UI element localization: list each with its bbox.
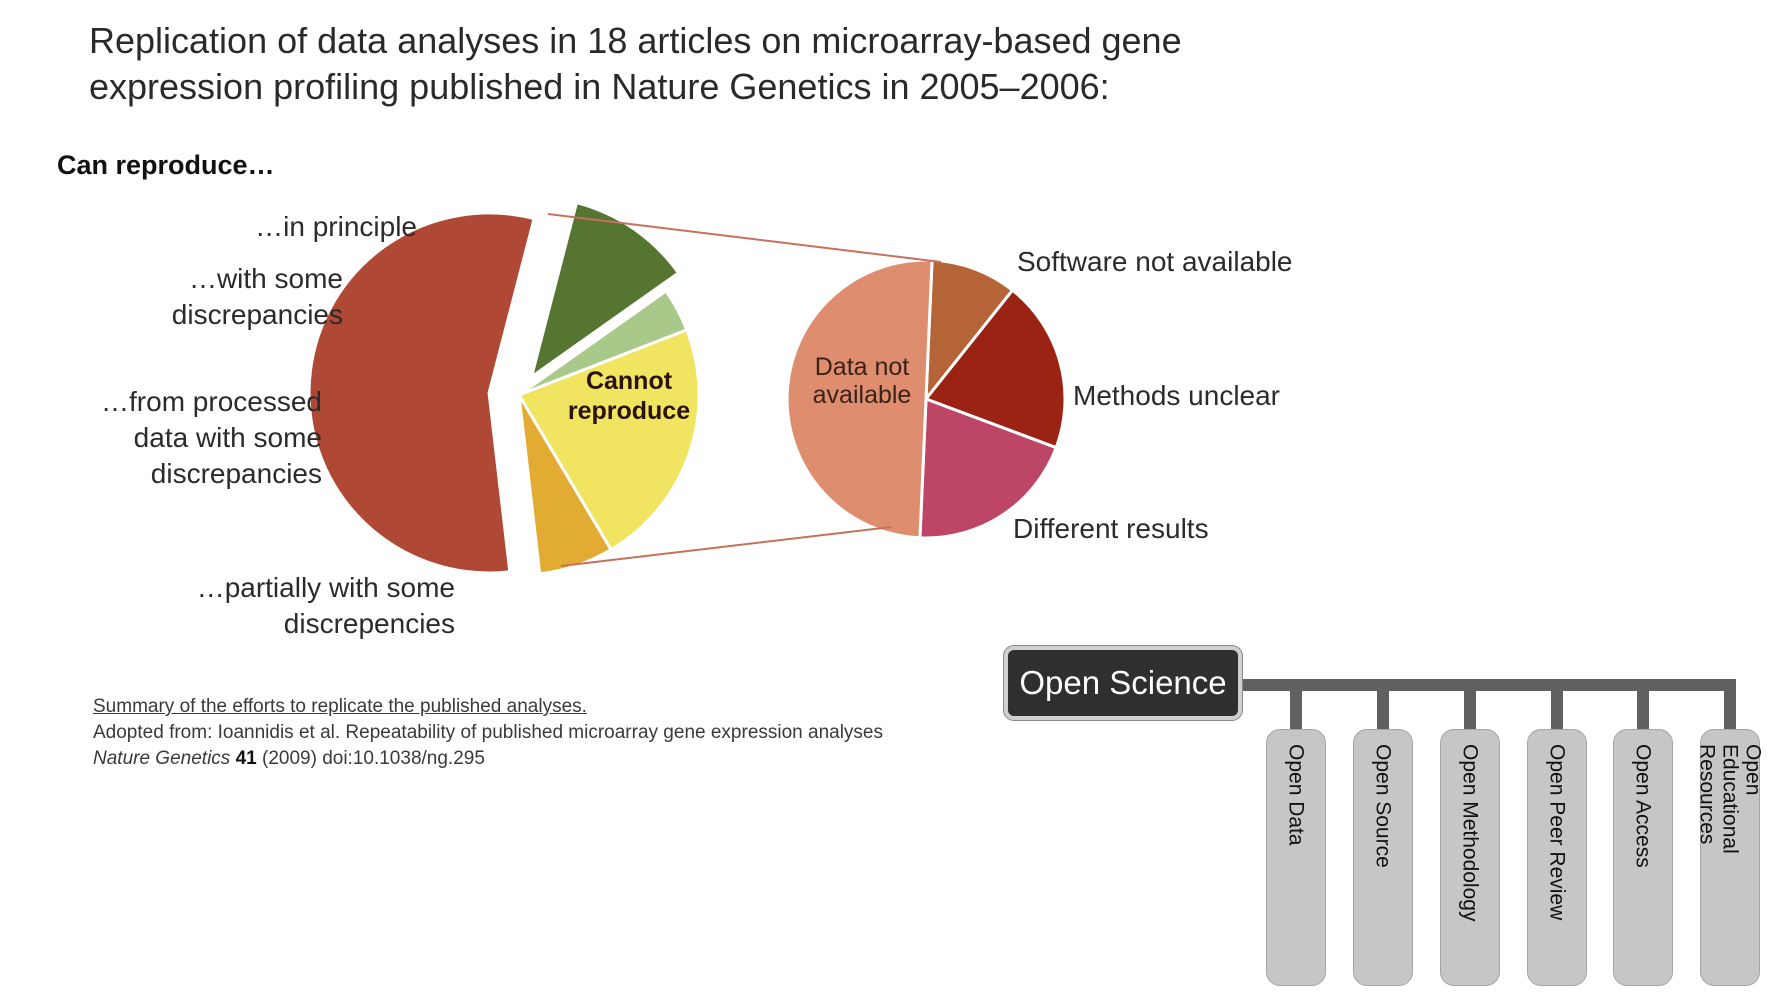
label-processed-2: data with some [134,422,322,453]
label-processed-1: …from processed [101,386,322,417]
branch-connector [1637,679,1649,735]
slide-title: Replication of data analyses in 18 artic… [89,18,1182,110]
connector-line-bottom [560,526,892,567]
branch-open-methodology: Open Methodology [1440,729,1500,986]
pie-slice-in-principle [529,200,681,381]
breakdown-pie [785,258,1067,540]
open-science-root: Open Science [1004,646,1242,720]
branch-open-access: Open Access [1613,729,1673,986]
reference-adopted: Adopted from: Ioannidis et al. Repeatabi… [93,722,884,743]
label-in-principle: …in principle [255,211,417,242]
branch-label: Open Data [1284,744,1308,846]
branch-connector [1377,679,1389,735]
label-data-not-available-1: Data not [815,353,910,381]
reference-citation: Nature Genetics 41 (2009) doi:10.1038/ng… [93,746,883,772]
pie-slice-cannot-reproduce [307,211,536,575]
pie-slice-different-results [918,396,1059,540]
branch-open-source: Open Source [1353,729,1413,986]
open-science-label: Open Science [1019,664,1227,701]
branch-open-educational-resources: Open Educational Resources [1696,729,1765,986]
branch-connector [1464,679,1476,735]
branch-connector [1724,679,1736,735]
label-with-some-2: discrepancies [172,299,343,330]
connector-line-top [547,213,942,263]
title-line-1: Replication of data analyses in 18 artic… [89,20,1182,61]
branch-label: Open Access [1631,744,1655,868]
label-processed-3: discrepancies [151,458,322,489]
title-line-2: expression profiling published in Nature… [89,66,1110,107]
pie-slice-methods-unclear [923,288,1067,450]
pie-slice-data-not-available [785,258,934,540]
branch-open-data: Open Data [1266,729,1326,986]
can-reproduce-heading: Can reproduce… [57,150,275,180]
pie-slice-partially-with-some-discrepencies [517,394,614,576]
branch-connector [1551,679,1563,735]
branch-connector [1290,679,1302,735]
reference-summary: Summary of the efforts to replicate the … [93,696,587,717]
label-methods-unclear: Methods unclear [1073,380,1280,411]
pie-slice-from-processed-data-with-some-discrepancies [516,327,701,552]
branch-open-peer-review: Open Peer Review [1527,729,1587,986]
main-pie [307,200,701,576]
label-different-results: Different results [1013,513,1209,544]
reference-volume: 41 [235,748,257,769]
reference-journal: Nature Genetics [93,748,231,769]
label-data-not-available-2: available [813,381,912,409]
branch-label: Open Methodology [1458,744,1482,922]
branch-label: Open Peer Review [1545,744,1569,921]
branch-label: Open Educational Resources [1695,744,1765,854]
reference-note: Summary of the efforts to replicate the … [93,694,883,772]
label-partially-2: discrepencies [284,608,455,639]
open-science-trunk [1242,679,1734,691]
branch-label: Open Source [1371,744,1395,868]
label-with-some-1: …with some [189,263,343,294]
reference-rest: (2009) doi:10.1038/ng.295 [256,748,485,769]
label-software-not-available: Software not available [1017,246,1293,277]
label-partially-1: …partially with some [197,572,455,603]
label-cannot-reproduce-2: reproduce [568,397,690,425]
label-cannot-reproduce-1: Cannot [586,367,673,395]
